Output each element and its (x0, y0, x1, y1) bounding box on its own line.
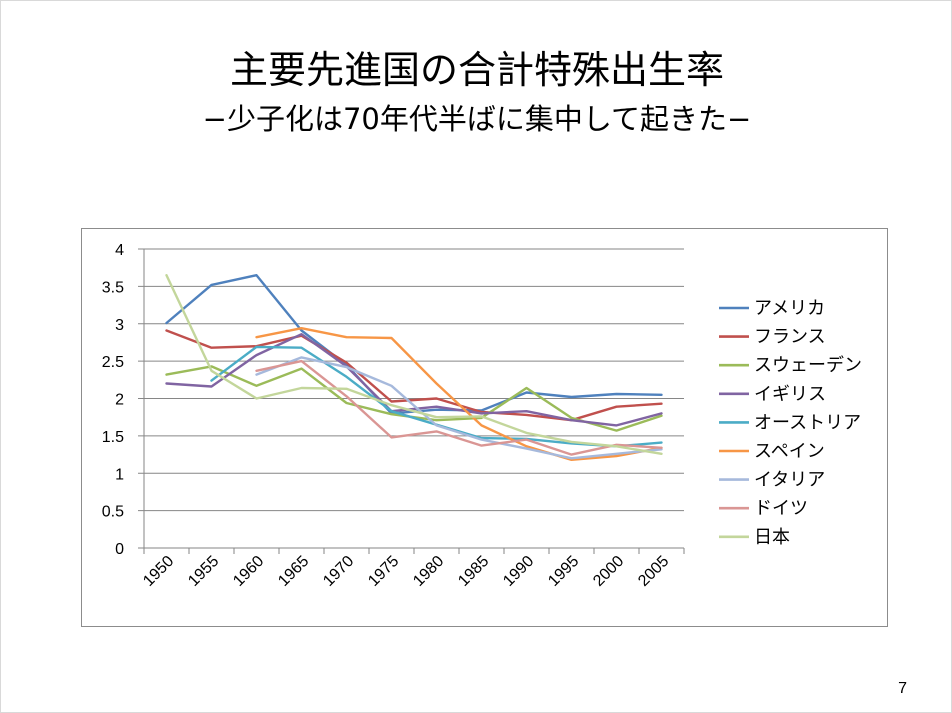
y-tick-label: 0.5 (102, 504, 124, 521)
x-tick-label: 1960 (230, 553, 267, 590)
y-tick-label: 2.5 (102, 354, 124, 371)
x-tick-label: 1980 (410, 553, 447, 590)
series-line-1 (165, 329, 663, 422)
x-tick-label: 1970 (320, 553, 357, 590)
chart-frame: 0 0.5 1 1.5 2 2.5 3 3.5 4 1950 1955 1960 1965 1970 197… (81, 228, 888, 627)
series-line-8 (165, 274, 663, 456)
legend-label: アメリカ (754, 298, 825, 319)
y-tick-label: 3 (115, 317, 124, 334)
series-line-5 (255, 326, 663, 462)
y-tick-label: 1.5 (102, 429, 124, 446)
x-tick-label: 1955 (185, 553, 222, 590)
legend-label: スウェーデン (754, 355, 862, 376)
page-number: 7 (898, 680, 907, 697)
x-tick-label: 1985 (455, 553, 492, 590)
series-line-0 (165, 274, 663, 415)
y-tick-label: 0 (115, 541, 124, 558)
line-chart: 0 0.5 1 1.5 2 2.5 3 3.5 4 1950 1955 1960 1965 1970 197… (102, 242, 862, 590)
x-tick-label: 2005 (635, 553, 672, 590)
x-tick-label: 1975 (365, 553, 402, 590)
y-tick-label: 1 (115, 466, 124, 483)
legend-label: 日本 (754, 527, 790, 548)
x-tick-label: 1965 (275, 553, 312, 590)
x-tick-label: 1990 (500, 553, 537, 590)
legend-label: ドイツ (754, 498, 808, 519)
legend-label: オーストリア (754, 412, 861, 433)
legend-label: イタリア (754, 470, 825, 491)
legend-label: スペイン (754, 441, 825, 462)
slide-subtitle: −少子化は70年代半ばに集中して起きた− (202, 102, 752, 136)
y-tick-label: 4 (115, 242, 124, 259)
series-line-6 (255, 356, 663, 460)
y-tick-label: 3.5 (102, 279, 124, 296)
x-tick-label: 1950 (140, 553, 177, 590)
slide-title: 主要先進国の合計特殊出生率 (229, 48, 724, 92)
legend-label: イギリス (754, 384, 826, 405)
series-line-3 (165, 332, 663, 427)
x-tick-label: 1995 (545, 553, 582, 590)
x-tick-label: 2000 (590, 553, 627, 590)
legend-label: フランス (754, 327, 826, 348)
y-tick-label: 2 (115, 392, 124, 409)
series-line-7 (255, 359, 663, 456)
